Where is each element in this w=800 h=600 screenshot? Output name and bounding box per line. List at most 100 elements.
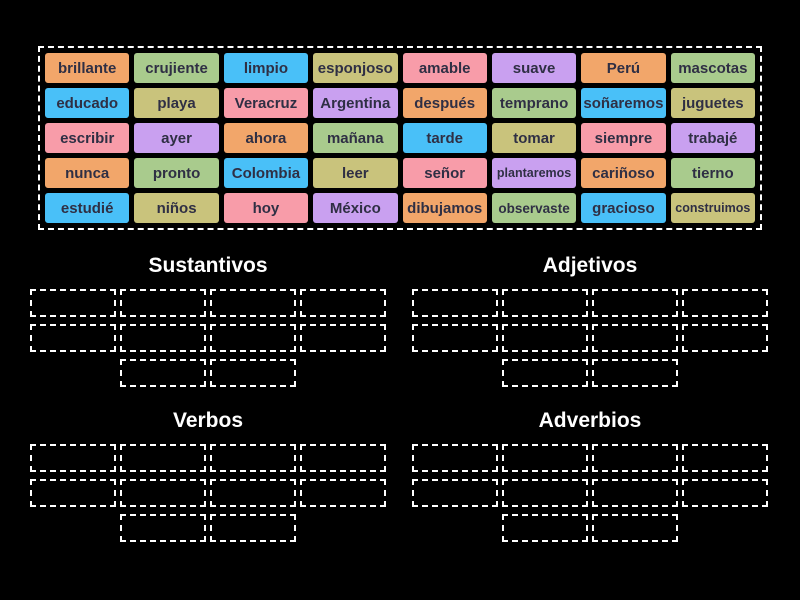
- word-tile[interactable]: crujiente: [134, 53, 219, 83]
- empty-slot[interactable]: [592, 324, 678, 352]
- word-tile[interactable]: plantaremos: [491, 158, 577, 188]
- empty-slot[interactable]: [30, 444, 116, 472]
- empty-slot[interactable]: [592, 444, 678, 472]
- word-tile[interactable]: mañana: [313, 123, 398, 153]
- group-verbos: Verbos: [30, 408, 386, 549]
- empty-slot[interactable]: [502, 359, 588, 387]
- word-tile[interactable]: nunca: [45, 158, 130, 188]
- empty-slot[interactable]: [210, 444, 296, 472]
- word-tile[interactable]: escribir: [45, 123, 130, 153]
- word-tile[interactable]: leer: [313, 158, 398, 188]
- word-pool: brillante crujiente limpio esponjoso amable s…: [38, 46, 762, 230]
- empty-slot[interactable]: [30, 324, 116, 352]
- word-tile[interactable]: hoy: [223, 193, 309, 223]
- word-tile[interactable]: Colombia: [223, 158, 309, 188]
- word-tile[interactable]: juguetes: [670, 88, 755, 118]
- empty-slot[interactable]: [592, 514, 678, 542]
- word-tile[interactable]: después: [402, 88, 487, 118]
- slot-row: [30, 324, 386, 352]
- group-title-adjetivos: Adjetivos: [542, 254, 638, 277]
- empty-slot[interactable]: [210, 324, 296, 352]
- word-tile[interactable]: niños: [134, 193, 219, 223]
- empty-slot[interactable]: [120, 359, 206, 387]
- word-tile[interactable]: temprano: [491, 88, 577, 118]
- word-tile[interactable]: construimos: [670, 193, 755, 223]
- empty-slot[interactable]: [682, 444, 768, 472]
- empty-slot[interactable]: [412, 324, 498, 352]
- slot-row: [412, 324, 768, 352]
- word-tile[interactable]: siempre: [581, 123, 666, 153]
- group-adverbios: Adverbios: [412, 408, 768, 549]
- empty-slot[interactable]: [592, 479, 678, 507]
- word-tile[interactable]: pronto: [134, 158, 219, 188]
- word-tile[interactable]: señor: [402, 158, 487, 188]
- empty-slot[interactable]: [592, 289, 678, 317]
- word-tile[interactable]: playa: [134, 88, 219, 118]
- slot-row: [412, 444, 768, 472]
- empty-slot[interactable]: [502, 289, 588, 317]
- empty-slot[interactable]: [300, 324, 386, 352]
- empty-slot[interactable]: [120, 444, 206, 472]
- slots-adjetivos: [412, 289, 768, 387]
- word-tile[interactable]: educado: [45, 88, 130, 118]
- empty-slot[interactable]: [120, 324, 206, 352]
- empty-slot[interactable]: [682, 479, 768, 507]
- word-tile[interactable]: mascotas: [670, 53, 755, 83]
- empty-slot[interactable]: [592, 359, 678, 387]
- word-tile[interactable]: observaste: [491, 193, 577, 223]
- slot-row: [412, 359, 768, 387]
- slot-row: [412, 514, 768, 542]
- empty-slot[interactable]: [210, 359, 296, 387]
- slot-row: [30, 479, 386, 507]
- empty-slot[interactable]: [210, 514, 296, 542]
- empty-slot[interactable]: [502, 514, 588, 542]
- empty-slot[interactable]: [502, 444, 588, 472]
- empty-slot[interactable]: [210, 479, 296, 507]
- word-tile[interactable]: Argentina: [313, 88, 398, 118]
- empty-slot[interactable]: [120, 289, 206, 317]
- slots-adverbios: [412, 444, 768, 542]
- empty-slot[interactable]: [30, 479, 116, 507]
- empty-slot[interactable]: [300, 444, 386, 472]
- empty-slot[interactable]: [120, 479, 206, 507]
- group-sustantivos: Sustantivos: [30, 253, 386, 394]
- slots-verbos: [30, 444, 386, 542]
- slot-row: [30, 444, 386, 472]
- slot-row: [30, 514, 386, 542]
- empty-slot[interactable]: [502, 479, 588, 507]
- empty-slot[interactable]: [502, 324, 588, 352]
- word-tile[interactable]: limpio: [223, 53, 309, 83]
- slots-sustantivos: [30, 289, 386, 387]
- empty-slot[interactable]: [30, 289, 116, 317]
- word-tile[interactable]: esponjoso: [313, 53, 398, 83]
- word-tile[interactable]: tierno: [670, 158, 755, 188]
- word-tile[interactable]: Veracruz: [223, 88, 309, 118]
- empty-slot[interactable]: [682, 324, 768, 352]
- empty-slot[interactable]: [412, 444, 498, 472]
- word-tile[interactable]: tarde: [402, 123, 487, 153]
- word-tile[interactable]: dibujamos: [402, 193, 487, 223]
- empty-slot[interactable]: [210, 289, 296, 317]
- word-tile[interactable]: ahora: [223, 123, 309, 153]
- word-tile[interactable]: suave: [491, 53, 577, 83]
- empty-slot[interactable]: [300, 289, 386, 317]
- empty-slot[interactable]: [300, 479, 386, 507]
- empty-slot[interactable]: [412, 479, 498, 507]
- word-tile[interactable]: cariñoso: [581, 158, 666, 188]
- word-tile[interactable]: soñaremos: [581, 88, 666, 118]
- word-tile[interactable]: brillante: [45, 53, 130, 83]
- word-tile[interactable]: México: [313, 193, 398, 223]
- word-tile[interactable]: tomar: [491, 123, 577, 153]
- empty-slot[interactable]: [412, 289, 498, 317]
- word-tile[interactable]: trabajé: [670, 123, 755, 153]
- word-tile[interactable]: gracioso: [581, 193, 666, 223]
- word-tile[interactable]: amable: [402, 53, 487, 83]
- word-tile[interactable]: ayer: [134, 123, 219, 153]
- group-adjetivos: Adjetivos: [412, 253, 768, 394]
- word-tile[interactable]: Perú: [581, 53, 666, 83]
- empty-slot[interactable]: [120, 514, 206, 542]
- slot-row: [30, 289, 386, 317]
- empty-slot[interactable]: [682, 289, 768, 317]
- word-tile[interactable]: estudié: [45, 193, 130, 223]
- group-title-sustantivos: Sustantivos: [148, 254, 268, 277]
